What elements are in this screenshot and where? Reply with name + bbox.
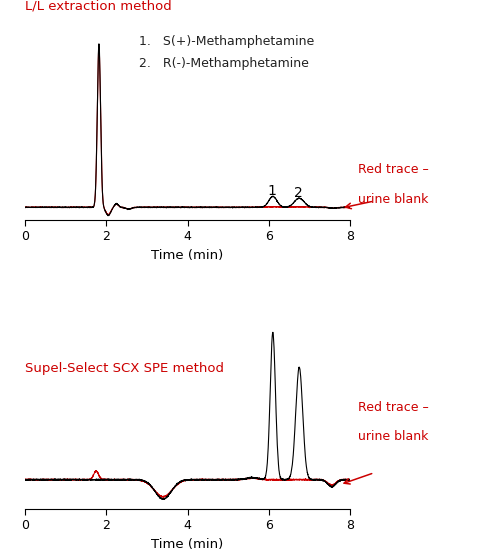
Text: Red trace –: Red trace – [358,401,428,414]
Text: 1: 1 [268,184,276,198]
Text: 2: 2 [294,186,303,200]
X-axis label: Time (min): Time (min) [152,538,224,551]
Text: Supel-Select SCX SPE method: Supel-Select SCX SPE method [25,362,224,375]
Text: 1.   S(+)-Methamphetamine: 1. S(+)-Methamphetamine [139,35,314,48]
Text: Red trace –: Red trace – [358,163,428,176]
X-axis label: Time (min): Time (min) [152,249,224,262]
Text: urine blank: urine blank [358,193,428,206]
Text: urine blank: urine blank [358,430,428,443]
Text: 2.   R(-)-Methamphetamine: 2. R(-)-Methamphetamine [139,56,308,70]
Text: L/L extraction method: L/L extraction method [25,0,172,13]
